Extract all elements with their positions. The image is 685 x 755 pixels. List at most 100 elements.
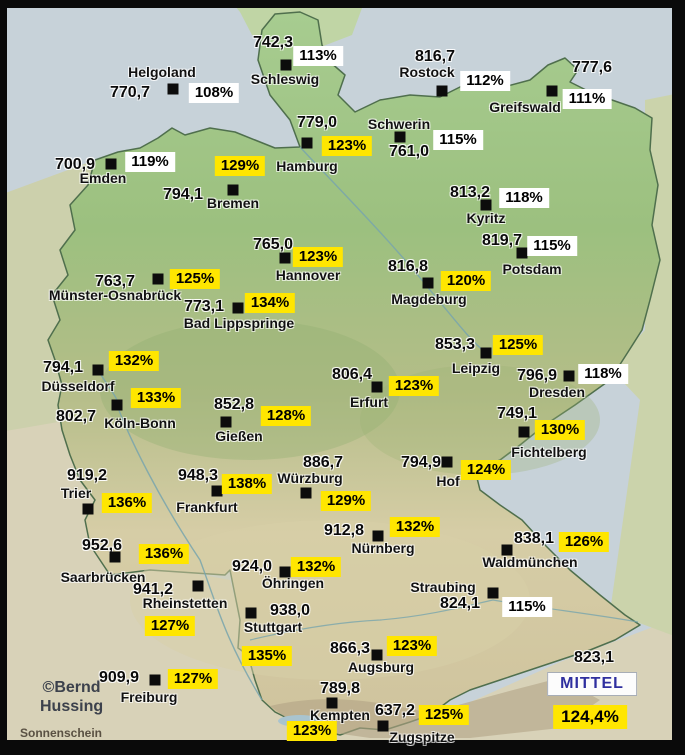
station-value: 765,0 <box>252 236 294 253</box>
station-marker-icon <box>377 720 389 732</box>
station-marker-icon <box>371 381 383 393</box>
station-percent-badge: 112% <box>460 71 510 91</box>
station-marker-icon <box>326 697 338 709</box>
map-footer-label: Sonnenschein <box>20 726 103 740</box>
station-name: Frankfurt <box>176 499 238 515</box>
station-percent-badge: 130% <box>534 420 586 440</box>
station-percent-badge: 123% <box>321 136 373 156</box>
mittel-value: 823,1 <box>573 649 615 666</box>
station-marker-icon <box>501 544 513 556</box>
station-marker-icon <box>518 426 530 438</box>
station-name: Hannover <box>275 267 341 283</box>
station-percent-badge: 123% <box>388 376 440 396</box>
station-percent-badge: 126% <box>558 532 610 552</box>
station-value: 789,8 <box>319 680 361 697</box>
station-name: Trier <box>60 485 92 501</box>
station-marker-icon <box>301 137 313 149</box>
station-percent-badge: 125% <box>169 269 221 289</box>
station-percent-badge: 111% <box>562 89 612 109</box>
station-name: Zugspitze <box>389 729 455 745</box>
station-value: 909,9 <box>98 669 140 686</box>
station-value: 770,7 <box>109 84 151 101</box>
station-marker-icon <box>109 551 121 563</box>
station-name: Magdeburg <box>391 291 467 307</box>
station-name: Rheinstetten <box>142 595 228 611</box>
station-percent-badge: 132% <box>108 351 160 371</box>
station-value: 802,7 <box>55 408 97 425</box>
station-name: Rostock <box>399 64 455 80</box>
station-percent-badge: 136% <box>101 493 153 513</box>
station-percent-badge: 132% <box>290 557 342 577</box>
mittel-label: MITTEL <box>547 672 637 696</box>
station-value: 794,9 <box>400 454 442 471</box>
station-name: Fichtelberg <box>511 444 587 460</box>
station-percent-badge: 108% <box>188 83 240 103</box>
station-value: 813,2 <box>449 184 491 201</box>
station-percent-badge: 127% <box>144 616 196 636</box>
credit-line1: ©Bernd <box>42 679 101 696</box>
station-name: Potsdam <box>502 261 562 277</box>
station-name: Straubing <box>410 579 476 595</box>
station-percent-badge: 115% <box>527 236 577 256</box>
station-value: 763,7 <box>94 273 136 290</box>
station-value: 819,7 <box>481 232 523 249</box>
station-percent-badge: 132% <box>389 517 441 537</box>
station-percent-badge: 135% <box>241 646 293 666</box>
station-marker-icon <box>92 364 104 376</box>
station-percent-badge: 125% <box>492 335 544 355</box>
station-percent-badge: 118% <box>499 188 549 208</box>
station-value: 912,8 <box>323 522 365 539</box>
station-marker-icon <box>441 456 453 468</box>
station-name: Köln-Bonn <box>104 415 176 431</box>
station-value: 773,1 <box>183 298 225 315</box>
station-marker-icon <box>563 370 575 382</box>
station-value: 794,1 <box>162 186 204 203</box>
station-name: Hamburg <box>276 158 338 174</box>
station-value: 761,0 <box>388 143 430 160</box>
station-value: 886,7 <box>302 454 344 471</box>
station-name: Gießen <box>215 428 263 444</box>
station-name: Saarbrücken <box>60 569 146 585</box>
station-percent-badge: 138% <box>221 474 273 494</box>
station-marker-icon <box>280 59 292 71</box>
station-value: 919,2 <box>66 467 108 484</box>
station-value: 742,3 <box>252 34 294 51</box>
station-name: Bremen <box>206 195 260 211</box>
station-marker-icon <box>279 566 291 578</box>
station-name: Kyritz <box>466 210 506 226</box>
station-value: 948,3 <box>177 467 219 484</box>
station-name: Kempten <box>310 707 370 723</box>
station-name: Düsseldorf <box>41 378 115 394</box>
station-name: Leipzig <box>451 360 501 376</box>
station-value: 838,1 <box>513 530 555 547</box>
station-percent-badge: 136% <box>138 544 190 564</box>
station-marker-icon <box>516 247 528 259</box>
station-value: 852,8 <box>213 396 255 413</box>
station-percent-badge: 125% <box>418 705 470 725</box>
station-value: 637,2 <box>374 702 416 719</box>
station-name: Augsburg <box>347 659 415 675</box>
station-marker-icon <box>546 85 558 97</box>
station-marker-icon <box>394 131 406 143</box>
station-marker-icon <box>227 184 239 196</box>
station-value: 796,9 <box>516 367 558 384</box>
station-marker-icon <box>372 530 384 542</box>
station-value: 866,3 <box>329 640 371 657</box>
station-marker-icon <box>245 607 257 619</box>
station-percent-badge: 123% <box>386 636 438 656</box>
station-name: Stuttgart <box>243 619 303 635</box>
station-name: Erfurt <box>349 394 389 410</box>
station-name: Münster-Osnabrück <box>48 287 182 303</box>
station-value: 816,7 <box>414 48 456 65</box>
station-marker-icon <box>487 587 499 599</box>
station-name: Nürnberg <box>351 540 415 556</box>
station-value: 938,0 <box>269 602 311 619</box>
station-marker-icon <box>422 277 434 289</box>
station-value: 749,1 <box>496 405 538 422</box>
station-percent-badge: 120% <box>440 271 492 291</box>
station-name: Hof <box>436 473 460 489</box>
mittel-percent-badge: 124,4% <box>553 705 627 729</box>
station-value: 824,1 <box>439 595 481 612</box>
